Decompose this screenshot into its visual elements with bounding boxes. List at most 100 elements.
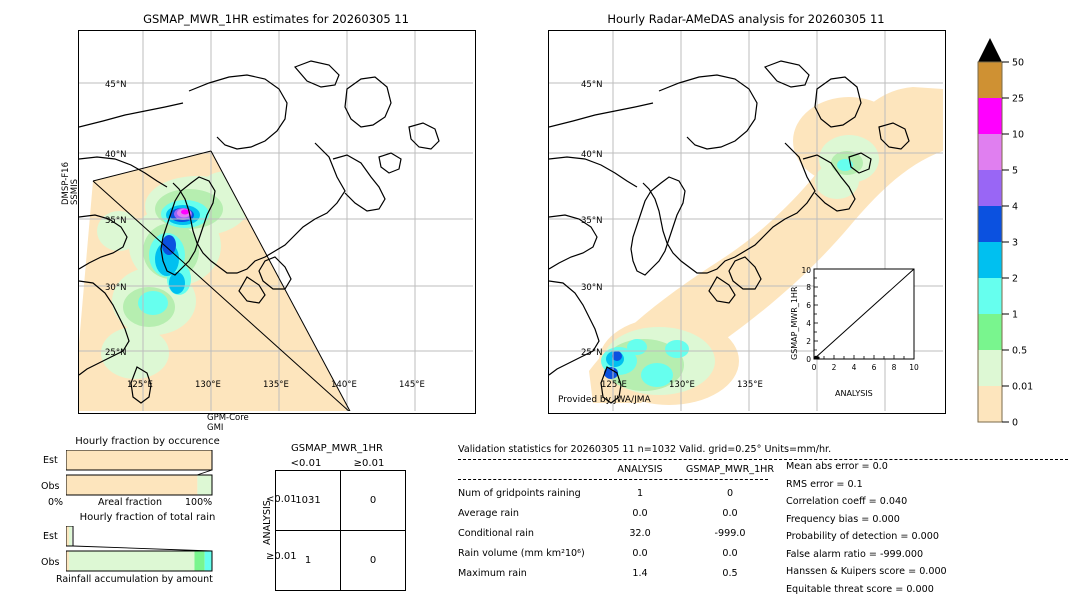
right-map: 45°N 40°N 35°N 30°N 25°N 125°E 130°E 135… [548,30,946,414]
svg-text:10: 10 [801,266,811,275]
validation-row-label: Average rain [458,508,520,519]
svg-text:125°E: 125°E [601,380,627,390]
svg-text:6: 6 [806,301,811,310]
svg-text:40°N: 40°N [581,150,602,160]
svg-text:0: 0 [812,363,817,372]
score-line: Hanssen & Kuipers score = 0.000 [786,566,947,577]
validation-row-analysis: 32.0 [629,528,651,539]
svg-text:45°N: 45°N [581,80,602,90]
validation-row-analysis: 1.4 [632,568,648,579]
validation-scores: Mean abs error = 0.0 RMS error = 0.1 Cor… [786,461,947,601]
svg-text:35°N: 35°N [581,216,602,226]
colorbar-tick-label: 50 [1012,58,1024,69]
gpm-label-line2: GMI [207,422,224,433]
validation-row-analysis: 0.0 [632,508,648,519]
colorbar-band [978,242,1002,278]
right-panel-title: Hourly Radar-AMeDAS analysis for 2026030… [607,12,885,26]
bar-segment [66,526,69,546]
jwa-jma-credit: Provided by JWA/JMA [558,395,651,405]
bar-segment [197,475,212,495]
colorbar-tick-label: 10 [1012,130,1024,141]
svg-text:30°N: 30°N [105,283,126,293]
occurrence-obs-label: Obs [41,481,60,492]
scatter-inset: 0 2 4 6 8 10 0 2 4 6 8 10 [800,265,920,377]
colorbar-band [978,350,1002,386]
validation-row-analysis: 1 [636,488,644,499]
total-rain-chart-bars [66,526,214,572]
validation-row: Conditional rain 32.0 -999.0 [458,528,788,548]
validation-row-estimate: 0.0 [722,508,738,519]
scatter-inset-xlabel: ANALYSIS [835,389,873,398]
colorbar-tick-label: 4 [1012,202,1018,213]
validation-col-header-analysis: ANALYSIS [617,464,663,475]
svg-text:135°E: 135°E [737,380,763,390]
validation-row-label: Maximum rain [458,568,527,579]
colorbar-canvas: 50 25 10 5 4 3 2 1 0.5 0.01 0 [977,38,1033,429]
svg-text:4: 4 [806,319,811,328]
left-panel-title: GSMAP_MWR_1HR estimates for 20260305 11 [143,12,409,26]
total-rain-xaxis-label: Rainfall accumulation by amount [56,574,213,585]
colorbar-band [978,98,1002,134]
colorbar-tick-label: 2 [1012,274,1018,285]
bar-segment [194,551,205,571]
score-line: Correlation coeff = 0.040 [786,496,908,507]
validation-header: Validation statistics for 20260305 11 n=… [458,444,832,455]
validation-row-label: Conditional rain [458,528,534,539]
cell-hit: 0 [340,530,406,591]
svg-text:130°E: 130°E [195,380,221,390]
contingency-col-group-label: GSMAP_MWR_1HR [291,443,383,454]
contingency-table: 1031 0 1 0 [275,470,406,591]
bar-segment [66,475,198,495]
validation-row-estimate: -999.0 [714,528,746,539]
total-rain-bars-canvas [66,526,213,572]
colorbar-band [978,206,1002,242]
contingency-col-label-0: <0.01 [290,458,322,469]
bar-segment [204,551,212,571]
svg-text:10: 10 [909,363,919,372]
svg-text:140°E: 140°E [331,380,357,390]
bar-segment [66,450,212,470]
gpm-label-line1: GPM-Core [207,413,249,423]
left-map: 45°N 40°N 35°N 30°N 25°N 125°E 130°E 135… [78,30,476,414]
score-line: Frequency bias = 0.000 [786,513,900,525]
score-line: Probability of detection = 0.000 [786,531,939,542]
occurrence-xaxis-label: Areal fraction [98,497,163,508]
left-map-bottom-label: GPM-Core GMI [207,413,249,433]
validation-divider-top [458,459,1068,460]
svg-text:35°N: 35°N [105,216,126,226]
validation-row-estimate: 0 [726,488,734,499]
svg-text:4: 4 [852,363,857,372]
left-map-canvas: 45°N 40°N 35°N 30°N 25°N 125°E 130°E 135… [79,31,473,411]
validation-row: Maximum rain 1.4 0.5 [458,568,788,588]
table-row: 1031 0 [275,470,406,531]
occurrence-bars-canvas [66,450,213,496]
occurrence-xmax-label: 100% [185,497,213,508]
colorbar-band [978,278,1002,314]
svg-text:25°N: 25°N [581,348,602,358]
validation-row-estimate: 0.0 [722,548,738,559]
cell-falsealarm: 0 [340,470,406,531]
score-line: RMS error = 0.1 [786,478,863,490]
colorbar-band [978,134,1002,170]
colorbar-tick-label: 0 [1012,418,1018,429]
svg-text:130°E: 130°E [669,380,695,390]
table-row: 1 0 [275,530,406,591]
svg-text:40°N: 40°N [105,150,126,160]
occurrence-chart-title: Hourly fraction by occurence [75,436,220,447]
colorbar-tick-label: 25 [1012,94,1024,105]
score-line: False alarm ratio = -999.000 [786,548,924,560]
bar-segment [68,551,195,571]
score-line: Equitable threat score = 0.000 [786,583,934,595]
validation-row: Average rain 0.0 0.0 [458,508,788,528]
colorbar-band [978,170,1002,206]
svg-text:45°N: 45°N [105,80,126,90]
validation-row: Rain volume (mm km²10⁶) 0.0 0.0 [458,548,788,568]
svg-text:30°N: 30°N [581,283,602,293]
validation-divider-mid [458,479,768,480]
colorbar-tick-label: 3 [1012,238,1018,249]
validation-row-estimate: 0.5 [722,568,738,579]
colorbar-band [978,62,1002,98]
svg-text:2: 2 [832,363,837,372]
svg-text:0: 0 [806,355,811,364]
validation-row-label: Rain volume (mm km²10⁶) [458,548,585,559]
